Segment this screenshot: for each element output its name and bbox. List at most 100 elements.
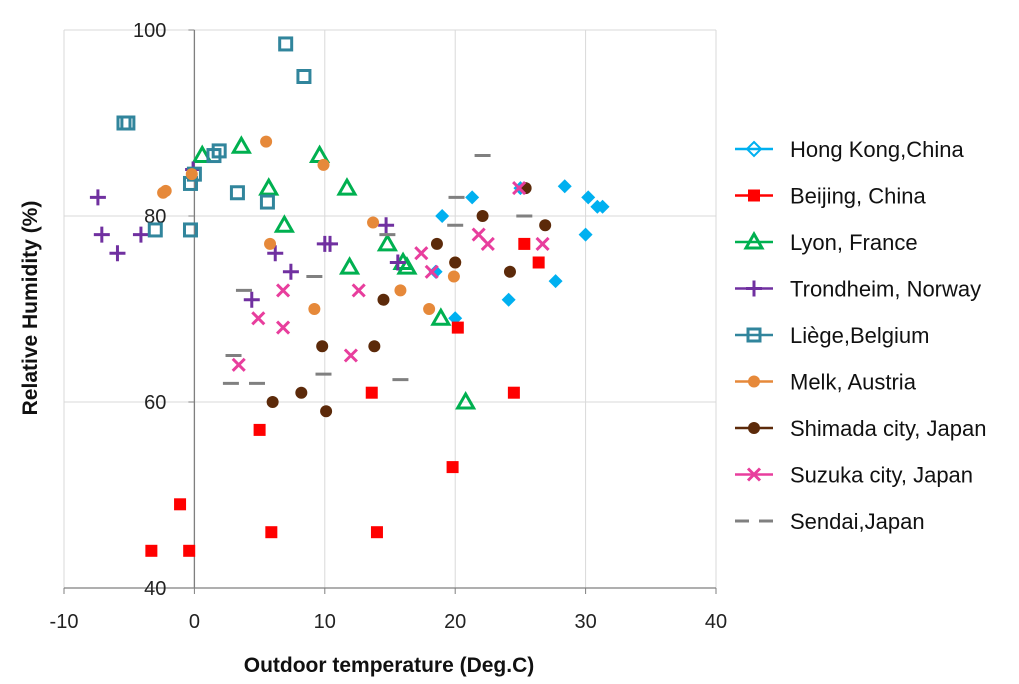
data-point [93, 226, 110, 243]
data-point [251, 311, 266, 326]
series-7 [231, 181, 550, 372]
data-point [243, 291, 260, 308]
data-point [229, 185, 245, 201]
data-point [518, 237, 531, 250]
legend-label: Trondheim, Norway [790, 277, 981, 302]
data-point [336, 177, 358, 196]
data-point [578, 227, 593, 242]
data-point [259, 194, 275, 210]
data-point [581, 190, 596, 205]
legend-label: Liège,Belgium [790, 323, 929, 348]
data-point [367, 216, 380, 229]
legend-item: Suzuka city, Japan [735, 463, 973, 488]
data-point [316, 340, 329, 353]
data-point [322, 235, 339, 252]
data-point [211, 143, 227, 159]
legend-item: Sendai,Japan [735, 509, 925, 534]
data-point [183, 544, 196, 557]
data-point [266, 396, 279, 408]
x-tick-label: 10 [314, 611, 336, 633]
data-point [377, 293, 390, 306]
data-point [282, 263, 299, 280]
data-point [147, 222, 163, 238]
grid-lines [63, 29, 717, 589]
data-point [532, 256, 545, 269]
data-point [595, 199, 610, 214]
data-point [320, 405, 333, 418]
data-point [351, 283, 366, 298]
legend-item: Melk, Austria [735, 370, 917, 395]
axes [63, 29, 717, 594]
data-point [501, 292, 516, 307]
series-8 [222, 154, 533, 385]
legend-label: Shimada city, Japan [790, 416, 986, 441]
data-point [159, 184, 172, 197]
data-point [507, 386, 520, 399]
legend-label: Lyon, France [790, 230, 918, 255]
data-point [109, 245, 126, 262]
data-point [430, 237, 443, 250]
data-point [430, 307, 452, 326]
x-tick-label: 30 [574, 611, 596, 633]
legend-label: Melk, Austria [790, 370, 917, 395]
legend-item: Shimada city, Japan [735, 416, 986, 441]
data-point [451, 321, 464, 334]
data-point [365, 386, 378, 399]
data-point [447, 270, 460, 283]
data-point [253, 423, 266, 436]
legend-label: Hong Kong,China [790, 137, 964, 162]
data-point [191, 144, 213, 164]
data-point [338, 256, 361, 275]
legend-label: Beijing, China [790, 184, 927, 209]
data-point [396, 256, 418, 275]
data-point [535, 236, 550, 251]
x-tick-label: 0 [189, 611, 200, 633]
data-point [89, 189, 106, 206]
data-point [376, 232, 398, 252]
legend: Hong Kong,China Beijing, China Lyon, Franc… [735, 137, 986, 534]
y-tick-label: 100 [133, 20, 166, 42]
data-point [557, 179, 572, 194]
legend-item: Hong Kong,China [735, 137, 964, 162]
data-point [273, 214, 295, 233]
y-tick-label: 60 [144, 392, 166, 414]
data-point [503, 265, 516, 278]
data-point [446, 461, 459, 474]
data-point [539, 219, 552, 232]
data-point [120, 115, 136, 131]
legend-item: Beijing, China [735, 184, 927, 209]
legend-item: Liège,Belgium [735, 323, 929, 348]
legend-swatch-marker [746, 280, 762, 297]
legend-item: Trondheim, Norway [735, 277, 981, 302]
data-point [116, 115, 132, 131]
data-point [423, 303, 436, 315]
data-point [343, 348, 358, 363]
legend-label: Sendai,Japan [790, 509, 925, 534]
data-point [394, 284, 407, 297]
data-point [480, 236, 495, 251]
data-point [370, 526, 383, 539]
data-point [424, 264, 439, 279]
data-point [276, 283, 291, 298]
legend-swatch-marker [746, 467, 762, 482]
data-point [182, 222, 198, 238]
data-point [296, 69, 312, 84]
data-point [230, 135, 252, 154]
data-point [260, 135, 273, 148]
series-3 [89, 161, 406, 308]
data-point [389, 254, 406, 271]
data-point [174, 498, 187, 511]
legend-swatch-marker [748, 422, 760, 434]
data-point [231, 357, 246, 372]
data-point [512, 181, 527, 196]
data-point [308, 303, 321, 315]
x-tick-label: 20 [444, 611, 466, 633]
legend-item: Lyon, France [735, 230, 918, 255]
y-axis-title: Relative Humidity (%) [19, 201, 42, 416]
series-6 [266, 182, 552, 418]
data-point [368, 340, 381, 353]
data-point [132, 226, 149, 243]
series-0 [428, 179, 610, 326]
x-tick-label: 40 [705, 611, 727, 633]
